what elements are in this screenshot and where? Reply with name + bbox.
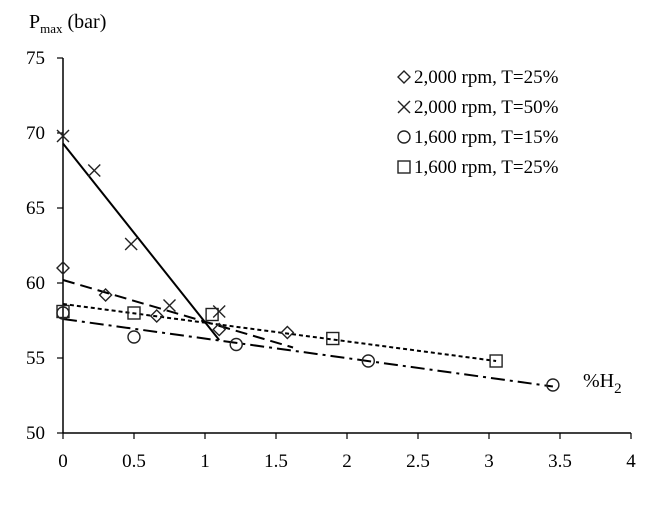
legend-marker-cross bbox=[397, 100, 411, 114]
data-point-cross bbox=[212, 305, 226, 318]
legend-label: 2,000 rpm, T=25% bbox=[414, 67, 559, 88]
y-tick-label: 70 bbox=[26, 123, 45, 144]
data-point-diamond bbox=[149, 309, 164, 323]
data-point-square bbox=[205, 307, 219, 322]
axis-titles: Pmax (bar) %H2 bbox=[29, 11, 622, 397]
legend-marker-cross-stroke bbox=[397, 100, 411, 114]
x-tick-label: 1 bbox=[200, 451, 210, 472]
y-tick-label: 55 bbox=[26, 348, 45, 369]
x-tick-label: 2.5 bbox=[406, 451, 430, 472]
data-point-square bbox=[56, 304, 70, 319]
data-point-diamond bbox=[212, 322, 227, 337]
data-point-cross-stroke bbox=[87, 164, 101, 177]
fit-line-circle bbox=[62, 318, 554, 388]
axes: 50 55 60 65 70 75 0 0.5 1 1.5 2 2.5 3 3.5 4 bbox=[26, 48, 636, 472]
data-point-square bbox=[326, 331, 340, 346]
fit-line-cross bbox=[62, 142, 220, 341]
data-point-circle bbox=[127, 330, 141, 344]
legend-marker-diamond bbox=[397, 70, 411, 84]
legend-label: 1,600 rpm, T=15% bbox=[414, 127, 559, 148]
y-tick-label: 50 bbox=[26, 423, 45, 444]
y-tick-label: 65 bbox=[26, 198, 45, 219]
data-point-cross-stroke bbox=[163, 299, 176, 312]
legend-marker-circle bbox=[397, 130, 411, 144]
data-point-square bbox=[489, 354, 503, 368]
data-point-circle bbox=[546, 378, 560, 392]
x-tick-label: 0.5 bbox=[122, 451, 146, 472]
data-point-cross bbox=[87, 164, 101, 177]
data-point-diamond bbox=[280, 325, 295, 340]
data-point-cross-stroke bbox=[124, 237, 138, 251]
data-point-diamond bbox=[56, 261, 70, 275]
legend: 2,000 rpm, T=25% 2,000 rpm, T=50% 1,600 rp… bbox=[397, 67, 559, 178]
x-tick-label: 3.5 bbox=[548, 451, 572, 472]
data-point-diamond bbox=[98, 288, 113, 302]
data-point-cross bbox=[124, 237, 138, 251]
data-point-cross bbox=[163, 299, 176, 312]
fit-lines bbox=[62, 142, 554, 388]
data-points bbox=[56, 129, 560, 392]
data-point-cross bbox=[56, 129, 70, 143]
data-point-cross-stroke bbox=[56, 129, 70, 143]
x-tick-label: 4 bbox=[626, 451, 636, 472]
fit-line-diamond bbox=[62, 279, 294, 349]
x-tick-label: 1.5 bbox=[264, 451, 288, 472]
y-axis-title: Pmax (bar) bbox=[29, 11, 106, 36]
data-point-cross-stroke bbox=[212, 305, 226, 318]
fit-line-square bbox=[62, 303, 497, 362]
legend-marker-square bbox=[397, 160, 411, 174]
x-axis-title: %H2 bbox=[583, 370, 622, 397]
y-tick-label: 75 bbox=[26, 48, 45, 69]
data-point-circle bbox=[361, 354, 375, 368]
data-point-circle bbox=[229, 337, 243, 352]
x-tick-label: 2 bbox=[342, 451, 352, 472]
y-tick-label: 60 bbox=[26, 273, 45, 294]
x-tick-label: 3 bbox=[484, 451, 494, 472]
legend-label: 2,000 rpm, T=50% bbox=[414, 97, 559, 118]
legend-label: 1,600 rpm, T=25% bbox=[414, 157, 559, 178]
x-tick-label: 0 bbox=[58, 451, 68, 472]
data-point-square bbox=[127, 306, 141, 320]
